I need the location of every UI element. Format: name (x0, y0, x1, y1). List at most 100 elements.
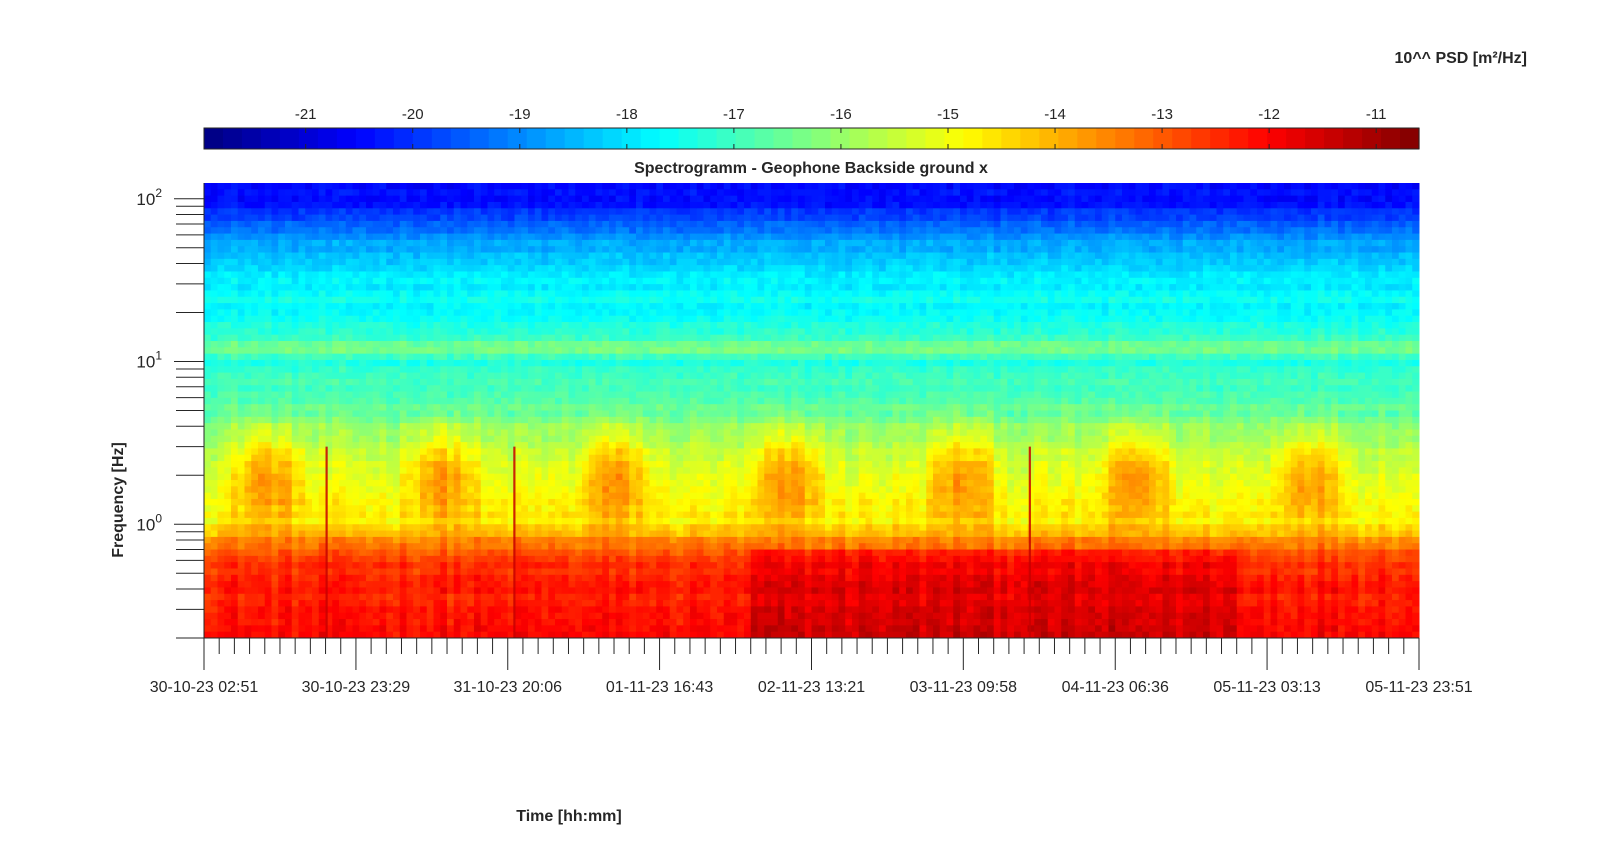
heatmap-cell (548, 309, 556, 317)
heatmap-cell (507, 619, 515, 626)
heatmap-cell (352, 183, 360, 190)
heatmap-cell (649, 246, 657, 254)
heatmap-cell (312, 359, 320, 367)
heatmap-cell (494, 612, 502, 620)
heatmap-cell (555, 347, 563, 355)
heatmap-cell (386, 448, 394, 456)
heatmap-cell (224, 530, 232, 538)
heatmap-cell (534, 593, 542, 601)
heatmap-cell (413, 461, 421, 468)
heatmap-cell (548, 201, 556, 209)
heatmap-cell (474, 429, 482, 437)
heatmap-cell (224, 303, 232, 310)
heatmap-cell (339, 511, 347, 519)
heatmap-cell (210, 366, 218, 374)
heatmap-cell (224, 220, 232, 228)
heatmap-cell (440, 423, 448, 430)
heatmap-cell (420, 473, 428, 481)
heatmap-cell (588, 505, 596, 513)
heatmap-cell (595, 258, 603, 266)
heatmap-cell (332, 600, 340, 607)
heatmap-cell (224, 631, 232, 639)
heatmap-cell (649, 315, 657, 323)
heatmap-cell (372, 435, 380, 443)
heatmap-cell (609, 183, 617, 190)
heatmap-cell (649, 562, 657, 569)
heatmap-cell (494, 587, 502, 595)
heatmap-cell (399, 416, 407, 424)
heatmap-cell (595, 619, 603, 626)
heatmap-cell (440, 246, 448, 254)
heatmap-cell (258, 328, 266, 336)
heatmap-cell (237, 587, 245, 595)
heatmap-cell (440, 587, 448, 595)
heatmap-cell (494, 334, 502, 342)
heatmap-cell (609, 530, 617, 538)
heatmap-cell (278, 303, 286, 310)
heatmap-cell (507, 536, 515, 544)
heatmap-cell (453, 359, 461, 367)
heatmap-cell (318, 233, 326, 241)
heatmap-cell (528, 429, 536, 437)
heatmap-cell (555, 448, 563, 456)
heatmap-cell (521, 347, 529, 355)
heatmap-cell (447, 290, 455, 298)
heatmap-cell (298, 378, 306, 386)
heatmap-cell (602, 587, 610, 595)
heatmap-cell (210, 309, 218, 317)
heatmap-cell (352, 315, 360, 323)
heatmap-cell (555, 233, 563, 241)
heatmap-cell (514, 239, 522, 247)
heatmap-cell (541, 423, 549, 430)
heatmap-cell (291, 549, 299, 557)
heatmap-cell (447, 606, 455, 614)
heatmap-cell (251, 568, 259, 576)
heatmap-cell (271, 524, 279, 532)
heatmap-cell (291, 290, 299, 298)
heatmap-cell (453, 220, 461, 228)
heatmap-cell (339, 568, 347, 576)
heatmap-cell (325, 189, 333, 197)
heatmap-cell (413, 309, 421, 317)
heatmap-cell (339, 498, 347, 506)
heatmap-cell (406, 543, 414, 551)
heatmap-cell (359, 271, 367, 279)
heatmap-cell (406, 347, 414, 355)
heatmap-cell (514, 606, 522, 614)
heatmap-cell (521, 473, 529, 481)
heatmap-cell (622, 448, 630, 456)
heatmap-cell (352, 208, 360, 216)
heatmap-cell (352, 587, 360, 595)
heatmap-cell (420, 359, 428, 367)
heatmap-cell (548, 593, 556, 601)
heatmap-cell (406, 201, 414, 209)
heatmap-cell (602, 473, 610, 481)
heatmap-cell (534, 258, 542, 266)
heatmap-cell (548, 498, 556, 506)
heatmap-cell (291, 252, 299, 260)
heatmap-cell (224, 448, 232, 456)
heatmap-cell (210, 549, 218, 557)
heatmap-cell (352, 549, 360, 557)
heatmap-cell (386, 492, 394, 500)
heatmap-cell (507, 303, 515, 310)
heatmap-cell (426, 524, 434, 532)
heatmap-cell (440, 467, 448, 475)
heatmap-cell (642, 473, 650, 481)
heatmap-cell (595, 593, 603, 601)
heatmap-cell (318, 498, 326, 506)
heatmap-cell (514, 265, 522, 272)
heatmap-cell (622, 486, 630, 494)
heatmap-cell (582, 492, 590, 500)
heatmap-cell (609, 524, 617, 532)
heatmap-cell (366, 201, 374, 209)
heatmap-cell (433, 454, 441, 462)
heatmap-cell (352, 378, 360, 386)
heatmap-cell (534, 271, 542, 279)
heatmap-cell (467, 183, 475, 190)
heatmap-cell (379, 505, 387, 513)
heatmap-cell (366, 277, 374, 285)
heatmap-cell (467, 517, 475, 525)
heatmap-cell (386, 239, 394, 247)
heatmap-cell (487, 429, 495, 437)
